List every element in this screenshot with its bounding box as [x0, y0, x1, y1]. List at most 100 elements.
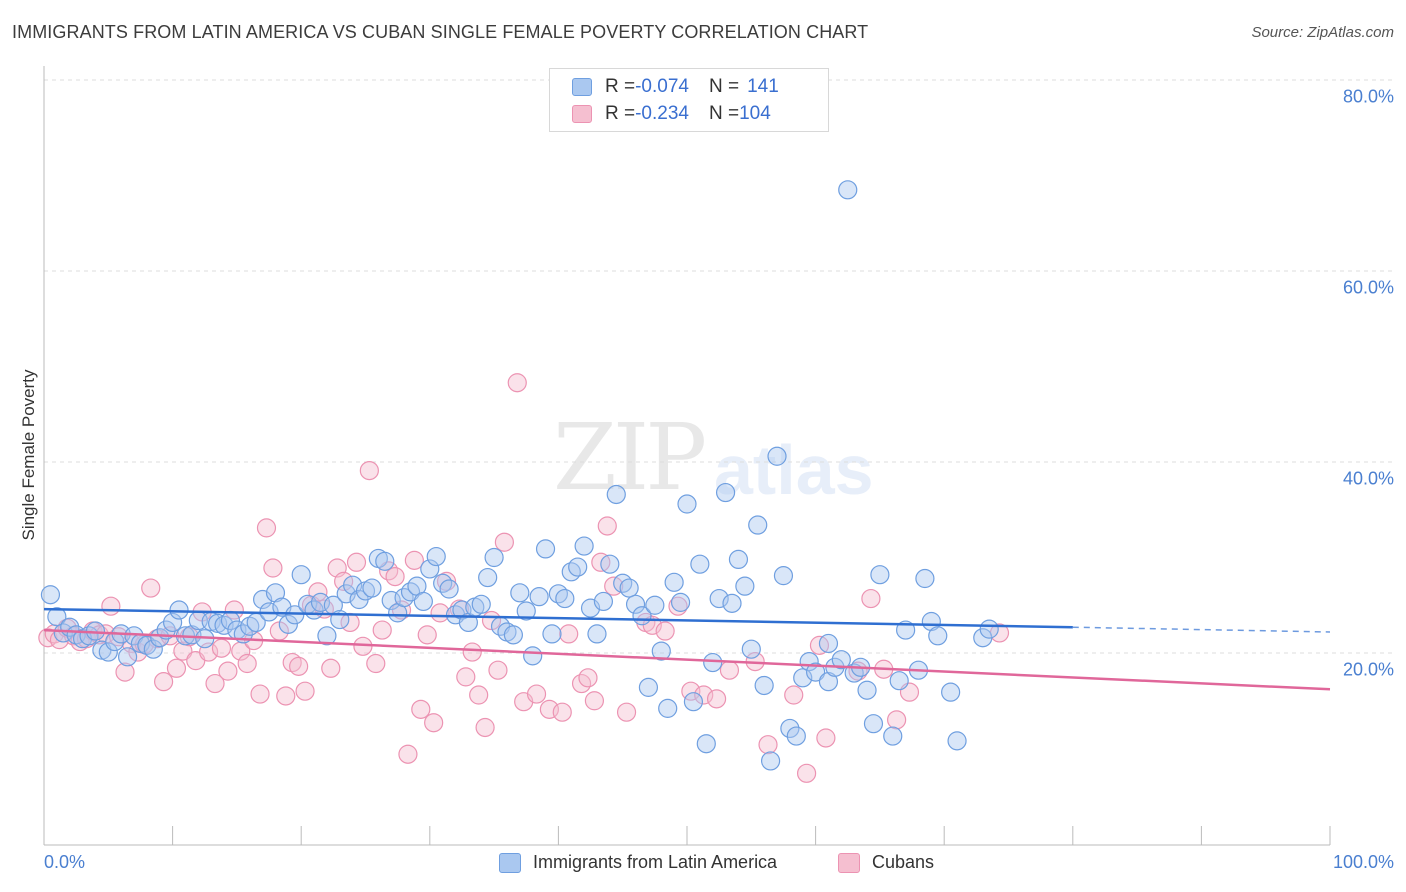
- legend-swatch-pink: [572, 105, 592, 123]
- blue-point: [831, 650, 851, 670]
- pink-point: [353, 636, 373, 656]
- blue-point: [696, 734, 716, 754]
- pink-point: [366, 653, 386, 674]
- r-value: -0.074: [635, 76, 689, 97]
- pink-point: [430, 603, 450, 623]
- blue-point: [838, 180, 858, 200]
- pink-point: [321, 658, 341, 678]
- pink-point: [816, 728, 836, 748]
- blue-point: [741, 639, 761, 659]
- blue-point: [426, 546, 446, 567]
- r-label: R =: [605, 103, 636, 124]
- blue-point: [439, 579, 459, 599]
- pink-point: [218, 661, 238, 681]
- pink-point: [655, 621, 675, 641]
- pink-point: [101, 596, 121, 616]
- n-label: N =: [708, 76, 740, 97]
- pink-point: [616, 702, 637, 722]
- blue-point: [478, 567, 498, 588]
- legend-item-cubans: Cubans: [838, 852, 934, 873]
- legend-swatch-blue: [572, 78, 592, 96]
- legend-label: Cubans: [872, 852, 935, 872]
- blue-point: [265, 583, 286, 603]
- n-value: 104: [739, 103, 771, 124]
- pink-point: [694, 685, 714, 705]
- pink-point: [237, 653, 257, 674]
- blue-point: [568, 557, 588, 577]
- blue-point: [915, 568, 935, 589]
- pink-point: [424, 713, 444, 733]
- y-axis-label: Single Female Poverty: [19, 369, 38, 541]
- blue-point: [690, 554, 710, 574]
- pink-point: [141, 578, 161, 598]
- stats-row-cubans: R = -0.234 N = 104: [572, 103, 771, 125]
- y-tick-label-20: 20.0%: [1342, 659, 1394, 680]
- pink-point: [166, 658, 187, 678]
- pink-point: [507, 373, 527, 393]
- blue-point: [523, 646, 543, 666]
- blue-point: [169, 600, 189, 620]
- pink-point: [417, 625, 437, 645]
- legend-swatch-blue: [499, 852, 521, 873]
- pink-point: [475, 717, 495, 738]
- blue-point: [593, 591, 614, 612]
- pink-point: [469, 685, 489, 705]
- n-label: N =: [708, 103, 740, 124]
- stats-legend: R = -0.074 N = 141 R = -0.234 N = 104: [549, 68, 829, 132]
- pink-point: [276, 686, 296, 706]
- pink-point: [784, 685, 804, 705]
- blue-point: [645, 595, 665, 615]
- blue-point: [117, 647, 138, 667]
- pink-point: [173, 641, 193, 661]
- pink-point: [552, 702, 572, 722]
- blue-point: [542, 624, 562, 644]
- blue-point: [947, 731, 967, 751]
- blue-point: [754, 675, 774, 696]
- blue-point: [587, 624, 607, 644]
- blue-point: [863, 714, 884, 734]
- blue-point: [651, 641, 671, 661]
- blue-point: [510, 583, 530, 603]
- blue-point: [600, 554, 620, 574]
- blue-point: [767, 446, 787, 466]
- y-tick-label-40: 40.0%: [1342, 468, 1394, 489]
- blue-point: [606, 484, 626, 505]
- blue-point: [413, 591, 433, 612]
- blue-point: [98, 642, 118, 662]
- pink-point: [250, 684, 270, 704]
- blue-point: [375, 551, 395, 571]
- watermark-atlas: atlas: [714, 431, 874, 509]
- pink-point: [861, 588, 881, 609]
- legend-label: Immigrants from Latin America: [533, 852, 778, 872]
- blue-point: [715, 482, 736, 503]
- pink-point: [719, 660, 740, 680]
- blue-point: [760, 751, 781, 771]
- blue-point: [664, 572, 684, 592]
- blue-point: [143, 639, 163, 659]
- blue-point: [40, 585, 61, 605]
- blue-point: [941, 682, 961, 702]
- blue-point: [748, 515, 768, 535]
- blue-point: [182, 625, 202, 645]
- pink-point: [578, 668, 598, 688]
- pink-point: [295, 681, 315, 701]
- blue-point: [47, 607, 67, 627]
- n-value: 141: [747, 76, 779, 97]
- blue-point: [735, 576, 755, 596]
- pink-point: [584, 691, 605, 711]
- blue-point: [362, 578, 382, 598]
- blue-point: [163, 612, 183, 633]
- watermark-zip: ZIP: [553, 404, 707, 511]
- blue-point: [638, 677, 659, 697]
- y-tick-label-80: 80.0%: [1342, 86, 1394, 107]
- blue-point: [857, 680, 877, 700]
- pink-point: [758, 735, 778, 755]
- blue-point: [516, 601, 536, 621]
- blue-point: [619, 578, 639, 598]
- blue-point: [420, 559, 440, 579]
- pink-point: [359, 460, 379, 481]
- legend-swatch-pink: [838, 852, 860, 873]
- blue-point: [484, 547, 504, 568]
- blue-point: [883, 726, 903, 746]
- blue-point: [658, 698, 678, 718]
